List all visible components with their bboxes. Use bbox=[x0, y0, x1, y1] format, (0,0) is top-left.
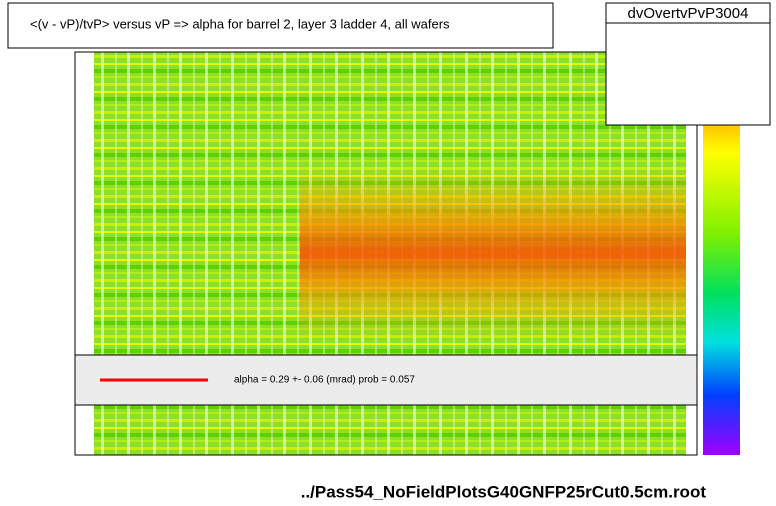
title-box: <(v - vP)/tvP> versus vP => alpha for ba… bbox=[7, 2, 554, 49]
chart-title: <(v - vP)/tvP> versus vP => alpha for ba… bbox=[30, 16, 450, 31]
plot-frame bbox=[74, 51, 698, 456]
stats-box: dvOvertvPvP3004 bbox=[605, 2, 771, 126]
stats-title: dvOvertvPvP3004 bbox=[628, 5, 749, 22]
x-axis-label: ../Pass54_NoFieldPlotsG40GNFP25rCut0.5cm… bbox=[301, 482, 707, 501]
legend-text: alpha = 0.29 +- 0.06 (mrad) prob = 0.057 bbox=[234, 375, 415, 386]
legend: alpha = 0.29 +- 0.06 (mrad) prob = 0.057 bbox=[74, 354, 698, 406]
